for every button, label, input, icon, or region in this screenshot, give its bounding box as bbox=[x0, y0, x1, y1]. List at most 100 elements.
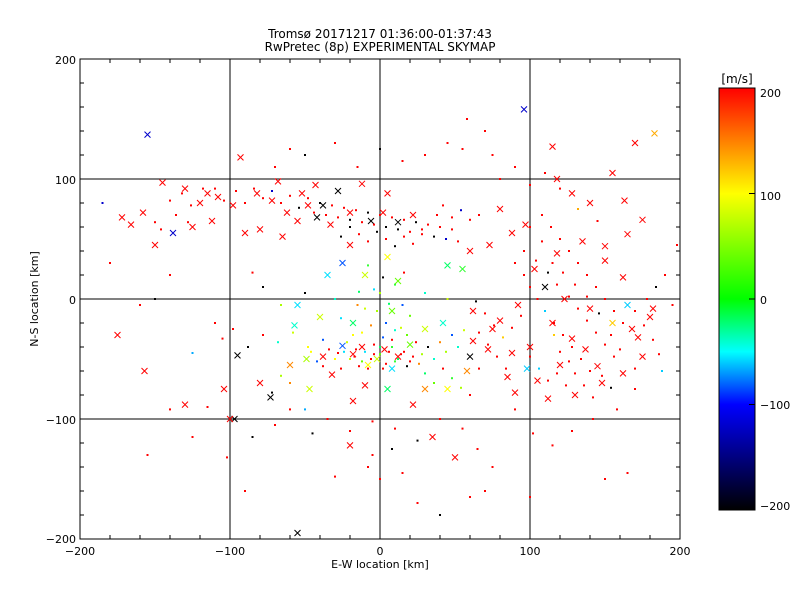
data-point-dot bbox=[514, 262, 516, 264]
data-point-cross bbox=[324, 271, 331, 279]
data-point-dot bbox=[547, 379, 549, 382]
data-point-dot bbox=[469, 496, 471, 498]
data-point-cross bbox=[421, 325, 429, 333]
data-point-dot bbox=[280, 374, 282, 377]
data-point-dot bbox=[461, 148, 464, 150]
data-point-dot bbox=[223, 199, 225, 202]
data-point-cross bbox=[388, 307, 396, 315]
data-point-cross bbox=[181, 185, 189, 192]
data-point-dot bbox=[551, 262, 554, 264]
data-point-dot bbox=[514, 166, 516, 168]
data-point-cross bbox=[646, 313, 654, 321]
data-point-dot bbox=[394, 329, 396, 332]
data-point-dot bbox=[397, 228, 399, 231]
data-point-cross bbox=[274, 178, 282, 185]
data-point-cross bbox=[384, 190, 391, 197]
data-point-cross bbox=[373, 355, 381, 363]
data-point-dot bbox=[568, 250, 570, 252]
data-point-cross bbox=[237, 154, 244, 161]
data-point-dot bbox=[251, 436, 254, 438]
data-point-cross bbox=[624, 301, 631, 309]
data-point-dot bbox=[343, 350, 345, 353]
data-point-dot bbox=[401, 160, 404, 162]
data-point-dot bbox=[412, 242, 414, 245]
data-point-dot bbox=[610, 386, 612, 389]
data-point-dot bbox=[460, 386, 462, 389]
data-point-dot bbox=[280, 304, 282, 306]
data-point-cross bbox=[364, 361, 372, 369]
data-point-dot bbox=[626, 472, 629, 474]
data-point-cross bbox=[624, 230, 631, 238]
colorbar-tick-label: 200 bbox=[760, 87, 781, 100]
data-point-dot bbox=[491, 466, 494, 468]
data-point-dot bbox=[370, 324, 372, 327]
data-point-dot bbox=[586, 319, 588, 322]
data-point-dot bbox=[191, 352, 194, 354]
data-point-dot bbox=[367, 466, 369, 468]
data-point-dot bbox=[596, 220, 599, 222]
data-point-cross bbox=[541, 283, 549, 291]
data-point-cross bbox=[394, 277, 402, 285]
data-point-dot bbox=[643, 324, 645, 327]
data-point-dot bbox=[226, 456, 228, 459]
data-point-dot bbox=[388, 302, 390, 305]
data-point-dot bbox=[181, 192, 183, 195]
data-point-dot bbox=[416, 439, 419, 442]
data-point-cross bbox=[556, 361, 564, 369]
data-point-dot bbox=[346, 341, 348, 344]
data-point-dot bbox=[415, 221, 417, 224]
data-point-cross bbox=[327, 221, 334, 228]
data-point-dot bbox=[409, 230, 411, 233]
data-point-dot bbox=[334, 142, 336, 144]
data-point-dot bbox=[619, 348, 621, 351]
data-point-dot bbox=[146, 454, 149, 456]
data-point-dot bbox=[160, 228, 162, 231]
data-point-dot bbox=[349, 430, 351, 432]
data-point-dot bbox=[169, 274, 171, 276]
data-point-dot bbox=[169, 408, 171, 411]
data-point-dot bbox=[460, 209, 462, 212]
data-point-cross bbox=[553, 175, 561, 183]
data-point-dot bbox=[436, 214, 438, 216]
data-point-dot bbox=[451, 228, 453, 231]
data-point-cross bbox=[384, 253, 391, 261]
data-point-dot bbox=[538, 367, 540, 370]
data-point-cross bbox=[181, 401, 189, 408]
data-point-dot bbox=[529, 226, 531, 228]
data-point-cross bbox=[267, 394, 274, 401]
data-point-cross bbox=[406, 341, 414, 348]
data-point-dot bbox=[358, 290, 360, 293]
data-point-dot bbox=[559, 238, 561, 240]
data-point-dot bbox=[424, 154, 426, 156]
data-point-dot bbox=[577, 262, 579, 264]
data-point-cross bbox=[361, 271, 369, 279]
data-point-dot bbox=[262, 286, 264, 288]
data-point-dot bbox=[361, 221, 363, 224]
data-point-cross bbox=[339, 259, 346, 267]
data-point-dot bbox=[364, 350, 366, 353]
data-point-dot bbox=[371, 454, 374, 456]
data-point-dot bbox=[274, 424, 276, 426]
colorbar-tick-label: −200 bbox=[760, 500, 790, 513]
data-point-dot bbox=[244, 490, 246, 492]
data-point-cross bbox=[253, 190, 261, 197]
data-point-cross bbox=[159, 179, 166, 186]
data-point-dot bbox=[175, 214, 177, 216]
data-point-dot bbox=[613, 355, 615, 358]
data-point-dot bbox=[304, 292, 306, 294]
colorbar-tick-label: 100 bbox=[760, 190, 781, 203]
data-point-cross bbox=[421, 385, 429, 393]
data-point-dot bbox=[394, 427, 396, 430]
data-point-dot bbox=[331, 204, 333, 207]
data-point-dot bbox=[514, 408, 516, 411]
data-point-dot bbox=[520, 314, 522, 317]
data-point-dot bbox=[476, 448, 479, 450]
data-point-dot bbox=[415, 341, 417, 344]
data-point-dot bbox=[340, 235, 342, 238]
data-point-dot bbox=[484, 312, 486, 315]
data-point-dot bbox=[403, 350, 405, 353]
data-point-dot bbox=[574, 372, 576, 375]
data-point-cross bbox=[568, 335, 576, 342]
data-point-cross bbox=[621, 197, 628, 204]
data-point-dot bbox=[562, 271, 564, 274]
